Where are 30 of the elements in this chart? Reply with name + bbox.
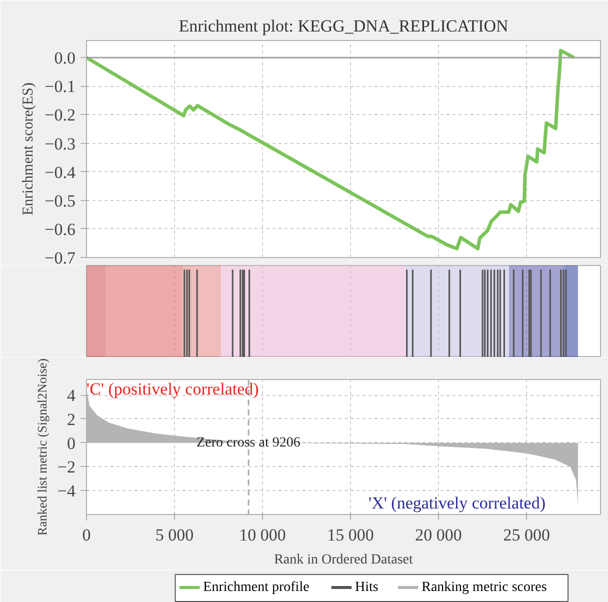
- y-axis-title: Ranked list metric (Signal2Noise): [34, 358, 50, 536]
- x-tick-label: 10 000: [239, 526, 286, 544]
- y-axis-title: Enrichment score(ES): [20, 82, 37, 216]
- y-tick-label: −0.4: [44, 162, 76, 182]
- x-tick-label: 5 000: [155, 526, 194, 544]
- x-tick-label: 0: [82, 526, 91, 544]
- ref-line-label: Zero cross at 9206: [196, 435, 300, 450]
- y-tick-label: 0.0: [54, 48, 76, 68]
- y-tick-label: −2: [57, 458, 76, 477]
- y-tick-label: 0: [67, 434, 76, 453]
- legend-label: Ranking metric scores: [422, 580, 547, 595]
- x-axis-title: Rank in Ordered Dataset: [274, 552, 413, 568]
- y-tick-label: −0.5: [44, 191, 76, 210]
- y-tick-label: −4: [57, 482, 76, 501]
- line-series: [86, 48, 576, 250]
- x-tick-label: 25 000: [503, 526, 550, 544]
- y-tick-label: −0.2: [44, 106, 76, 125]
- legend-label: Hits: [354, 580, 378, 595]
- y-tick-label: −0.6: [44, 220, 76, 239]
- y-tick-label: −0.1: [44, 77, 76, 96]
- y-tick-label: 2: [67, 410, 76, 429]
- chart-title: Enrichment plot: KEGG_DNA_REPLICATION: [178, 16, 508, 36]
- annotation: 'C' (positively correlated): [86, 380, 259, 398]
- y-tick-label: 4: [67, 386, 76, 406]
- legend-label: Enrichment profile: [203, 580, 310, 595]
- annotation: 'X' (negatively correlated): [368, 494, 546, 512]
- x-tick-label: 20 000: [415, 526, 462, 544]
- x-tick-label: 15 000: [327, 526, 374, 544]
- y-tick-label: −0.7: [44, 248, 76, 268]
- y-tick-label: −0.3: [44, 134, 76, 154]
